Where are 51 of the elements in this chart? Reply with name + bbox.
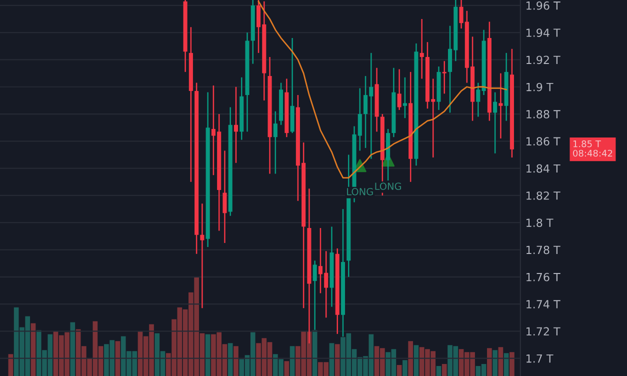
candlestick xyxy=(442,60,446,94)
candlestick xyxy=(498,72,503,140)
bar xyxy=(312,330,318,376)
bar xyxy=(436,366,442,376)
bar xyxy=(334,344,340,376)
bar xyxy=(492,350,498,376)
bar xyxy=(396,365,402,376)
bar xyxy=(234,346,238,376)
y-tick-label: 1.72 T xyxy=(526,327,560,336)
line-series xyxy=(258,0,508,179)
data-label: LONG xyxy=(375,182,402,190)
bar xyxy=(504,353,509,376)
y-tick-label: 1.8 T xyxy=(526,218,554,227)
y-tick-label: 1.92 T xyxy=(526,56,560,64)
candlestick xyxy=(200,202,204,309)
bar xyxy=(498,347,504,376)
bar xyxy=(329,343,334,376)
data-label: LONG xyxy=(347,188,373,196)
candlestick xyxy=(222,150,227,244)
bar xyxy=(115,341,120,376)
candlestick xyxy=(476,82,480,118)
y-tick-label: 1.96 T xyxy=(526,1,560,10)
bar xyxy=(70,322,76,376)
bar xyxy=(414,345,419,376)
candlestick xyxy=(234,86,238,164)
y-tick-label: 1.78 T xyxy=(526,246,560,254)
bar xyxy=(284,361,290,376)
bar xyxy=(442,364,447,376)
candlestick xyxy=(420,18,424,80)
y-tick-label: 1.86 T xyxy=(526,137,560,146)
y-tick-label: 1.76 T xyxy=(526,272,560,282)
y-tick-label: 1.82 T xyxy=(526,191,560,200)
text: 1.85 T 08:48:42 xyxy=(573,140,612,157)
y-tick-label: 1.7 T xyxy=(526,354,554,363)
y-tick-label: 1.74 T xyxy=(526,300,560,308)
candlestick xyxy=(397,68,402,111)
bar xyxy=(408,341,414,376)
candlestick xyxy=(402,76,407,119)
bar xyxy=(402,360,408,376)
bar xyxy=(228,343,233,376)
y-tick-label: 1.84 T xyxy=(526,164,560,173)
bar xyxy=(290,346,295,376)
candlestick xyxy=(273,110,278,174)
y-tick-label: 1.9 T xyxy=(526,82,554,92)
bar xyxy=(205,334,210,376)
bar xyxy=(510,352,514,376)
y-tick-label: 1.88 T xyxy=(526,110,560,118)
bar xyxy=(487,348,492,376)
candlestick xyxy=(312,260,317,330)
y-tick-label: 1.94 T xyxy=(526,28,560,37)
candlestick xyxy=(493,92,498,154)
